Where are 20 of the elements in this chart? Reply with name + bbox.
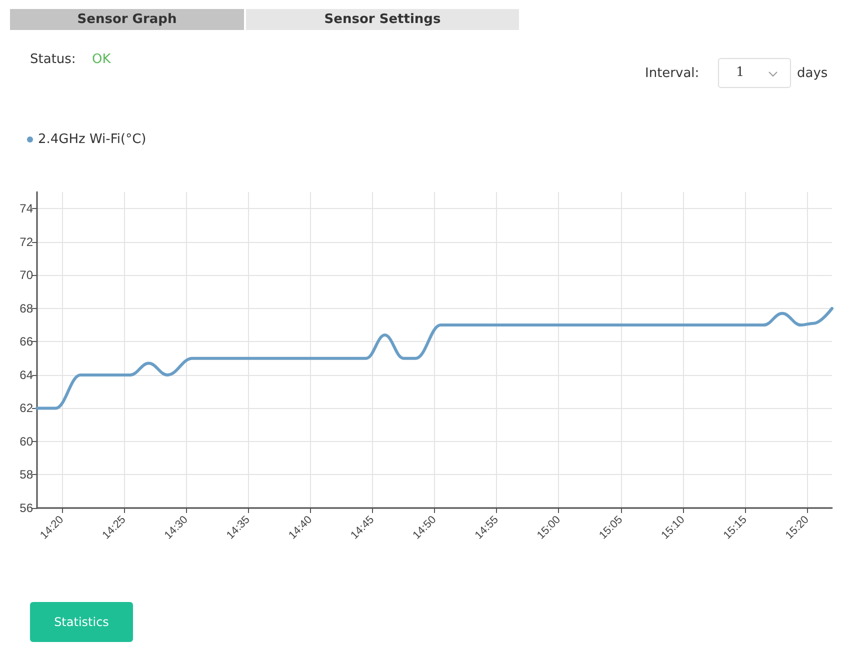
legend-label: 2.4GHz Wi-Fi(°C) xyxy=(38,132,146,147)
y-tick-label: 58 xyxy=(20,468,34,482)
y-tick-label: 60 xyxy=(20,434,34,448)
text: Status: xyxy=(30,52,76,67)
y-tick-label: 56 xyxy=(20,501,34,515)
tab: Sensor Graph xyxy=(10,9,244,30)
dropdown: 1 xyxy=(718,58,791,88)
y-tick-label: 68 xyxy=(20,301,34,316)
y-tick-label: 74 xyxy=(20,202,34,216)
text: Interval: xyxy=(645,66,700,81)
y-tick-label: 62 xyxy=(20,401,34,416)
y-tick-label: 64 xyxy=(20,368,34,382)
text: days xyxy=(797,66,828,81)
y-tick-label: 72 xyxy=(20,234,34,249)
button: Statistics xyxy=(30,602,133,642)
y-tick-label: 70 xyxy=(20,268,34,282)
line-series xyxy=(36,306,834,410)
tab: Sensor Settings xyxy=(246,9,519,30)
text: OK xyxy=(92,52,111,67)
y-tick-label: 66 xyxy=(20,334,34,349)
